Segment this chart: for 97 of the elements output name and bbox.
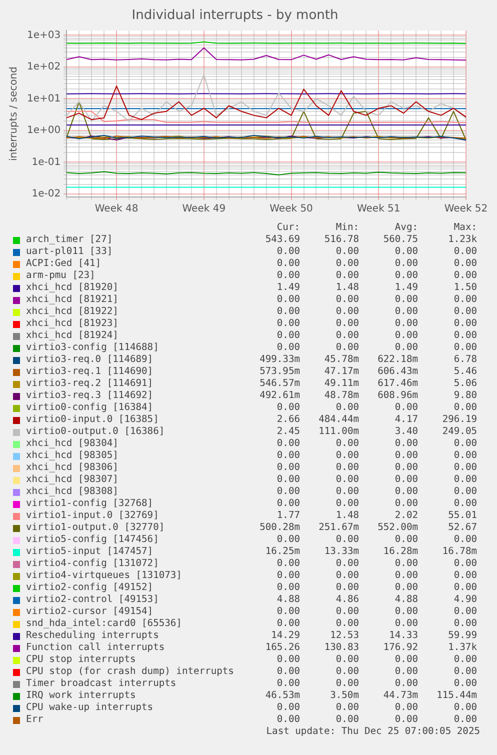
text: 0.00 0.00 0.00 0.00 [276, 306, 477, 317]
text: 0.00 0.00 0.00 0.00 [276, 654, 477, 665]
legend-label: virtio2-config [49152] [26, 582, 154, 594]
text: 0.00 0.00 0.00 0.00 [276, 666, 477, 677]
legend-label: virtio0-input.0 [16385] [26, 414, 159, 426]
legend-label: snd_hda_intel:card0 [65536] [26, 618, 182, 630]
legend-label: xhci_hcd [81923] [26, 318, 118, 330]
text: 0.00 0.00 0.00 0.00 [276, 246, 477, 257]
legend-label: xhci_hcd [98305] [26, 450, 118, 462]
legend-label: xhci_hcd [81924] [26, 330, 118, 342]
legend-label: virtio1-input.0 [32769] [26, 510, 159, 522]
text: 0.00 0.00 0.00 0.00 [276, 498, 477, 509]
text: 16.25m 13.33m 16.28m 16.78m [265, 546, 477, 557]
text: 0.00 0.00 0.00 0.00 [276, 678, 477, 689]
text: 546.57m 49.11m 617.46m 5.06 [260, 378, 477, 389]
text: 46.53m 3.50m 44.73m 115.44m [265, 690, 477, 701]
y-tick-label: 1e+00 [26, 125, 61, 136]
text: 0.00 0.00 0.00 0.00 [276, 582, 477, 593]
legend-label: virtio3-config [114688] [26, 342, 159, 354]
legend-label: virtio3-req.0 [114689] [26, 354, 154, 366]
legend-label: virtio3-req.2 [114691] [26, 378, 154, 390]
text: Last update: Thu Dec 25 07:00:05 2025 [266, 726, 480, 738]
text: 0.00 0.00 0.00 0.00 [276, 474, 477, 485]
legend-label: virtio3-req.3 [114692] [26, 390, 154, 402]
legend-label: virtio5-input [147457] [26, 546, 154, 558]
legend-label: Rescheduling interrupts [26, 630, 159, 642]
legend-label: xhci_hcd [98307] [26, 474, 118, 486]
text: 0.00 0.00 0.00 0.00 [276, 318, 477, 329]
text: 0.00 0.00 0.00 0.00 [276, 342, 477, 353]
legend-label: virtio3-req.1 [114690] [26, 366, 154, 378]
text: 0.00 0.00 0.00 0.00 [276, 486, 477, 497]
text: Cur: Min: Avg: Max: [276, 222, 477, 233]
text: 0.00 0.00 0.00 0.00 [276, 294, 477, 305]
y-tick-label: 1e-02 [32, 188, 61, 200]
text: 0.00 0.00 0.00 0.00 [276, 258, 477, 269]
x-tick-label: Week 51 [356, 204, 400, 215]
y-tick-label: 1e-01 [32, 156, 61, 168]
text: 0.00 0.00 0.00 0.00 [276, 402, 477, 413]
y-tick-label: 1e+01 [26, 93, 61, 104]
legend-label: arch_timer [27] [26, 234, 113, 246]
text: 165.26 130.83 176.92 1.37k [265, 642, 477, 653]
legend-label: xhci_hcd [98308] [26, 486, 118, 498]
text: 0.00 0.00 0.00 0.00 [276, 570, 477, 581]
legend-label: xhci_hcd [81921] [26, 294, 118, 306]
text: 0.00 0.00 0.00 0.00 [276, 462, 477, 473]
legend-label: xhci_hcd [81922] [26, 306, 118, 318]
legend-label: virtio2-control [49153] [26, 594, 159, 606]
text: 14.29 12.53 14.33 59.99 [271, 630, 477, 641]
legend-label: ACPI:Ged [41] [26, 258, 102, 270]
legend-label: xhci_hcd [98306] [26, 462, 118, 474]
legend-label: virtio1-output.0 [32770] [26, 522, 165, 534]
text: 0.00 0.00 0.00 0.00 [276, 606, 477, 617]
legend-label: CPU stop interrupts [26, 654, 136, 666]
legend-label: virtio4-config [131072] [26, 558, 159, 570]
text: 499.33m 45.78m 622.18m 6.78 [260, 354, 477, 365]
text: 4.88 4.86 4.88 4.90 [276, 594, 477, 605]
chart-title: Individual interrupts - by month [132, 8, 338, 24]
legend-label: CPU wake-up interrupts [26, 702, 154, 714]
text: 500.28m 251.67m 552.00m 52.67 [260, 522, 477, 533]
legend-label: Timer broadcast interrupts [26, 678, 176, 690]
text: 0.00 0.00 0.00 0.00 [276, 534, 477, 545]
legend-label: virtio1-config [32768] [26, 498, 154, 510]
legend-label: xhci_hcd [98304] [26, 438, 118, 450]
x-tick-label: Week 50 [270, 204, 313, 215]
text: 2.66 484.44m 4.17 296.19 [276, 414, 477, 425]
text: 2.45 111.00m 3.40 249.05 [276, 426, 477, 437]
text: 0.00 0.00 0.00 0.00 [276, 450, 477, 461]
legend-label: CPU stop (for crash dump) interrupts [26, 666, 234, 678]
text: 0.00 0.00 0.00 0.00 [276, 702, 477, 713]
x-tick-label: Week 49 [182, 204, 226, 215]
text: 1.49 1.48 1.49 1.50 [276, 282, 477, 293]
legend-label: virtio4-virtqueues [131073] [26, 570, 182, 582]
legend-label: virtio0-output.0 [16386] [26, 426, 165, 438]
x-tick-label: Week 52 [444, 204, 488, 215]
legend-label: Err [26, 714, 44, 726]
legend-label: Function call interrupts [26, 642, 165, 654]
legend-label: xhci_hcd [81920] [26, 282, 118, 294]
legend-label: virtio0-config [16384] [26, 402, 154, 414]
legend-label: IRQ work interrupts [26, 690, 136, 702]
text: 573.95m 47.17m 606.43m 5.46 [260, 366, 477, 377]
text: 0.00 0.00 0.00 0.00 [276, 270, 477, 281]
y-tick-label: 1e+03 [26, 30, 61, 41]
legend-label: uart-pl011 [33] [26, 246, 113, 258]
text: 0.00 0.00 0.00 0.00 [276, 558, 477, 569]
legend-label: virtio2-cursor [49154] [26, 606, 154, 618]
text: 0.00 0.00 0.00 0.00 [276, 330, 477, 341]
text: 0.00 0.00 0.00 0.00 [276, 714, 477, 725]
y-axis-title: interrupts / second [8, 66, 20, 162]
y-tick-label: 1e+02 [26, 62, 61, 73]
text: 543.69 516.78 560.75 1.23k [265, 234, 477, 245]
x-tick-label: Week 48 [94, 204, 138, 215]
text: 1.77 1.48 2.02 55.01 [276, 510, 477, 521]
legend-label: arm-pmu [23] [26, 270, 96, 282]
legend-label: virtio5-config [147456] [26, 534, 159, 546]
text: 0.00 0.00 0.00 0.00 [276, 618, 477, 629]
text: 492.61m 48.78m 608.96m 9.80 [260, 390, 477, 401]
text: 0.00 0.00 0.00 0.00 [276, 438, 477, 449]
